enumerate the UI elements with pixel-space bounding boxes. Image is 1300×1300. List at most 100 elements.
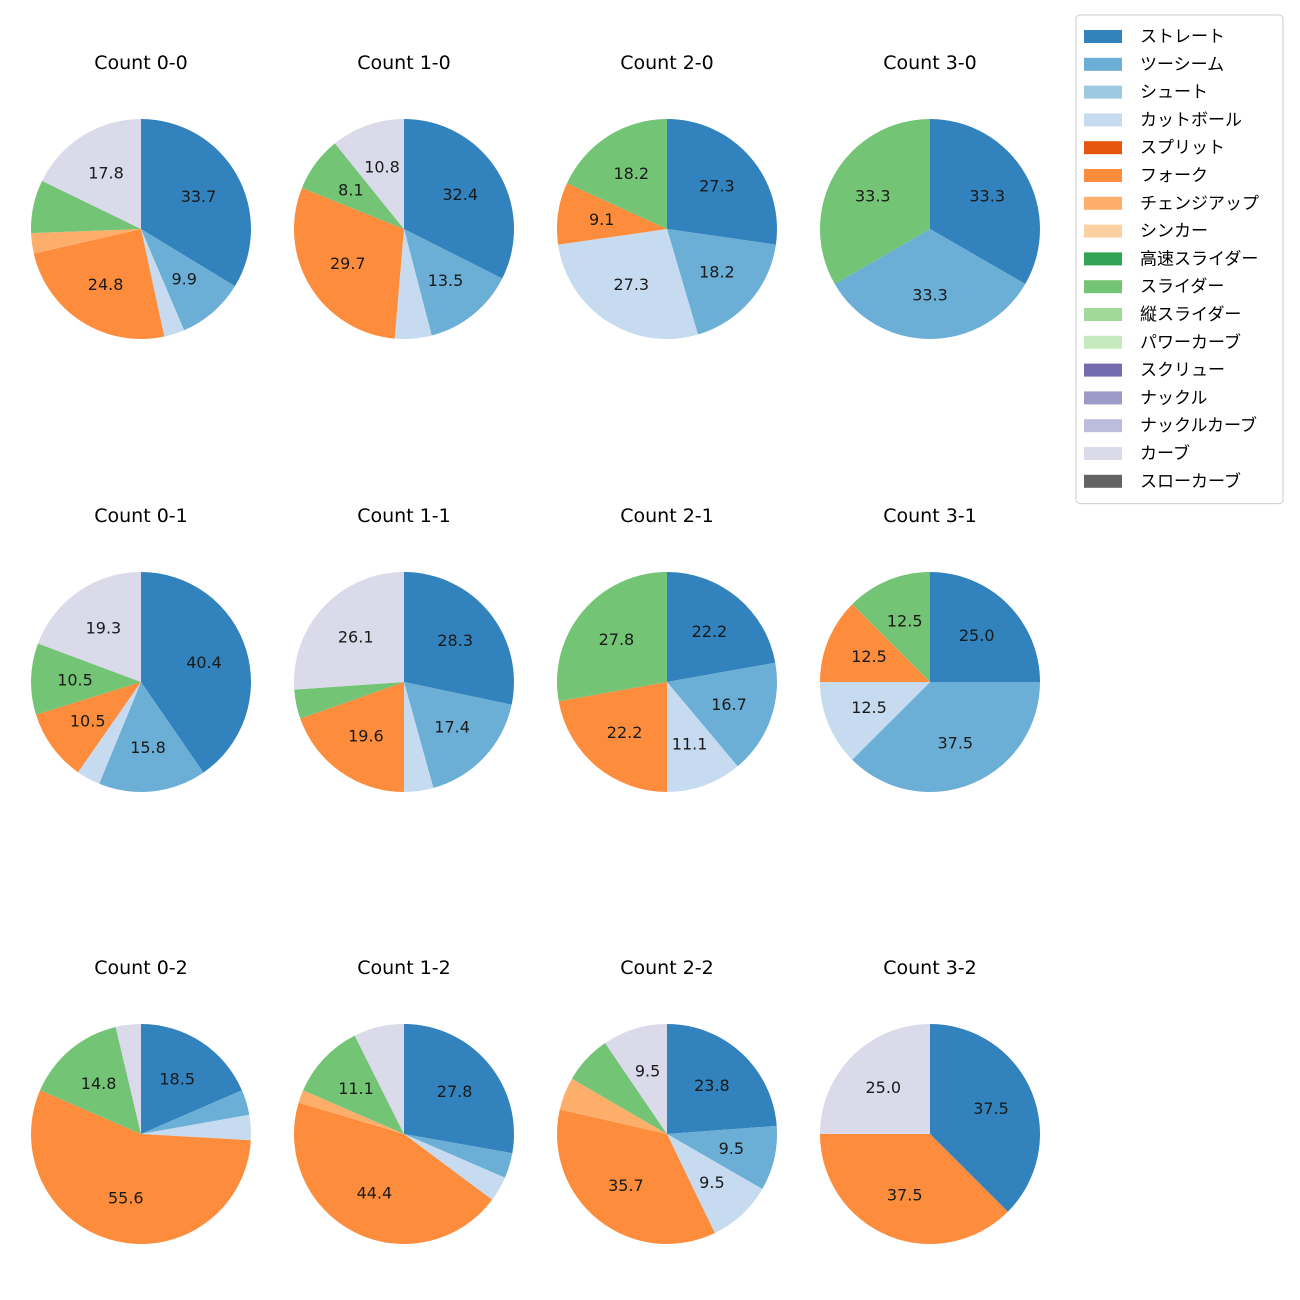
pie-slice <box>571 1043 667 1134</box>
slice-label: 44.4 <box>357 1184 393 1203</box>
pie-slice <box>557 183 667 245</box>
pie-panel: Count 0-0 33.7 9.9 24.8 17.8 <box>31 52 251 340</box>
pie-title: Count 2-0 <box>620 52 714 74</box>
slice-label: 33.3 <box>969 187 1005 206</box>
pie-slice <box>78 682 141 784</box>
pie-slice <box>667 662 777 767</box>
pie-slice <box>30 643 142 715</box>
pie-panel: Count 0-1 40.4 15.8 10.5 10.5 19.3 <box>30 505 252 793</box>
legend-label: スローカーブ <box>1140 471 1241 492</box>
pie-slice <box>293 572 404 690</box>
pie-slice <box>303 1035 404 1134</box>
pie-slice <box>294 682 404 719</box>
slice-label: 55.6 <box>108 1189 144 1208</box>
slice-label: 27.3 <box>699 176 735 195</box>
pie-slice <box>394 229 432 339</box>
slice-label: 15.8 <box>130 738 166 757</box>
slice-label: 18.5 <box>159 1069 195 1088</box>
slice-label: 11.1 <box>672 735 708 754</box>
slice-label: 33.3 <box>855 187 891 206</box>
slice-label: 27.8 <box>437 1082 473 1101</box>
pie-slice <box>42 119 141 229</box>
slice-label: 8.1 <box>338 180 363 199</box>
slice-label: 25.0 <box>959 626 995 645</box>
slice-label: 10.5 <box>70 712 106 731</box>
slice-label: 37.5 <box>887 1186 923 1205</box>
slice-label: 9.5 <box>699 1173 724 1192</box>
pie-slice <box>141 1024 242 1134</box>
slice-label: 9.5 <box>719 1139 744 1158</box>
legend-swatch <box>1084 113 1122 127</box>
pie-slice <box>141 572 252 773</box>
pie-slice <box>141 1114 251 1141</box>
pie-panel: Count 3-0 33.3 33.3 33.3 <box>820 52 1040 339</box>
legend-label: ナックル <box>1140 388 1208 408</box>
legend-label: フォーク <box>1140 166 1208 186</box>
legend-swatch <box>1084 335 1122 349</box>
legend-label: スライダー <box>1140 277 1224 297</box>
pie-slice <box>930 1024 1040 1212</box>
legend-swatch <box>1084 363 1122 377</box>
legend-label: スプリット <box>1140 138 1225 158</box>
slice-label: 13.5 <box>428 271 464 290</box>
legend-swatch <box>1084 141 1122 155</box>
legend-label: ツーシーム <box>1140 55 1224 75</box>
slice-label: 18.2 <box>613 164 649 183</box>
pie-slice <box>293 1102 493 1244</box>
pie-slice <box>667 572 776 682</box>
pie-panel: Count 3-125.037.512.512.512.5 <box>820 505 1040 792</box>
pie-slice <box>820 682 930 760</box>
pie-slice <box>559 1078 667 1134</box>
pie-title: Count 0-1 <box>94 505 188 527</box>
slice-label: 37.5 <box>937 734 973 753</box>
pie-slice <box>605 1024 667 1134</box>
pie-panel: Count 1-0 32.4 13.5 29.7 8.110.8 <box>294 52 514 339</box>
pie-title: Count 0-2 <box>94 957 188 979</box>
slice-label: 12.5 <box>851 647 887 666</box>
legend-swatch <box>1084 252 1122 266</box>
legend-swatch <box>1084 280 1122 294</box>
pie-title: Count 1-0 <box>357 52 451 74</box>
pie-slice <box>404 1134 505 1200</box>
legend-label: ストレート <box>1140 27 1225 47</box>
slice-label: 37.5 <box>973 1099 1009 1118</box>
pie-slice <box>141 229 235 331</box>
slice-label: 33.3 <box>912 286 948 305</box>
slice-label: 40.4 <box>186 653 222 672</box>
pie-slice <box>33 229 165 340</box>
pie-slice <box>294 187 404 339</box>
pie-slice <box>141 119 251 287</box>
slice-label: 25.0 <box>865 1078 901 1097</box>
pie-slice <box>852 572 930 682</box>
pie-slice <box>834 229 1026 339</box>
pie-panel: Count 2-2 23.8 9.5 9.5 35.7 9.5 <box>557 957 777 1244</box>
slice-label: 27.3 <box>613 275 649 294</box>
pie-title: Count 2-2 <box>620 957 714 979</box>
slice-label: 22.2 <box>692 622 728 641</box>
slice-label: 33.7 <box>181 187 217 206</box>
pie-slice <box>35 682 141 773</box>
slice-label: 9.1 <box>589 210 614 229</box>
legend-label: パワーカーブ <box>1140 332 1241 353</box>
legend-swatch <box>1084 196 1122 210</box>
legend: ストレートツーシームシュートカットボールスプリットフォークチェンジアップシンカー… <box>1075 14 1284 505</box>
pie-slice <box>298 1090 404 1134</box>
legend-swatch <box>1084 447 1122 460</box>
pie-slice <box>40 1026 141 1134</box>
pie-slice <box>141 229 185 337</box>
legend-label: 縦スライダー <box>1140 305 1241 325</box>
pie-slice <box>667 682 738 792</box>
pie-slice <box>820 119 930 284</box>
pie-slice <box>930 572 1040 682</box>
pie-slice <box>667 119 777 245</box>
slice-label: 24.8 <box>88 275 124 294</box>
pie-panel: Count 0-2 18.5 55.6 14.8 <box>30 957 251 1245</box>
pie-slice <box>404 572 514 705</box>
pie-slice <box>354 1024 404 1134</box>
slice-label: 14.8 <box>81 1074 117 1093</box>
pie-slice <box>404 119 514 279</box>
slice-label: 35.7 <box>608 1176 644 1195</box>
pie-slice <box>404 1024 514 1154</box>
slice-label: 9.9 <box>171 269 196 288</box>
